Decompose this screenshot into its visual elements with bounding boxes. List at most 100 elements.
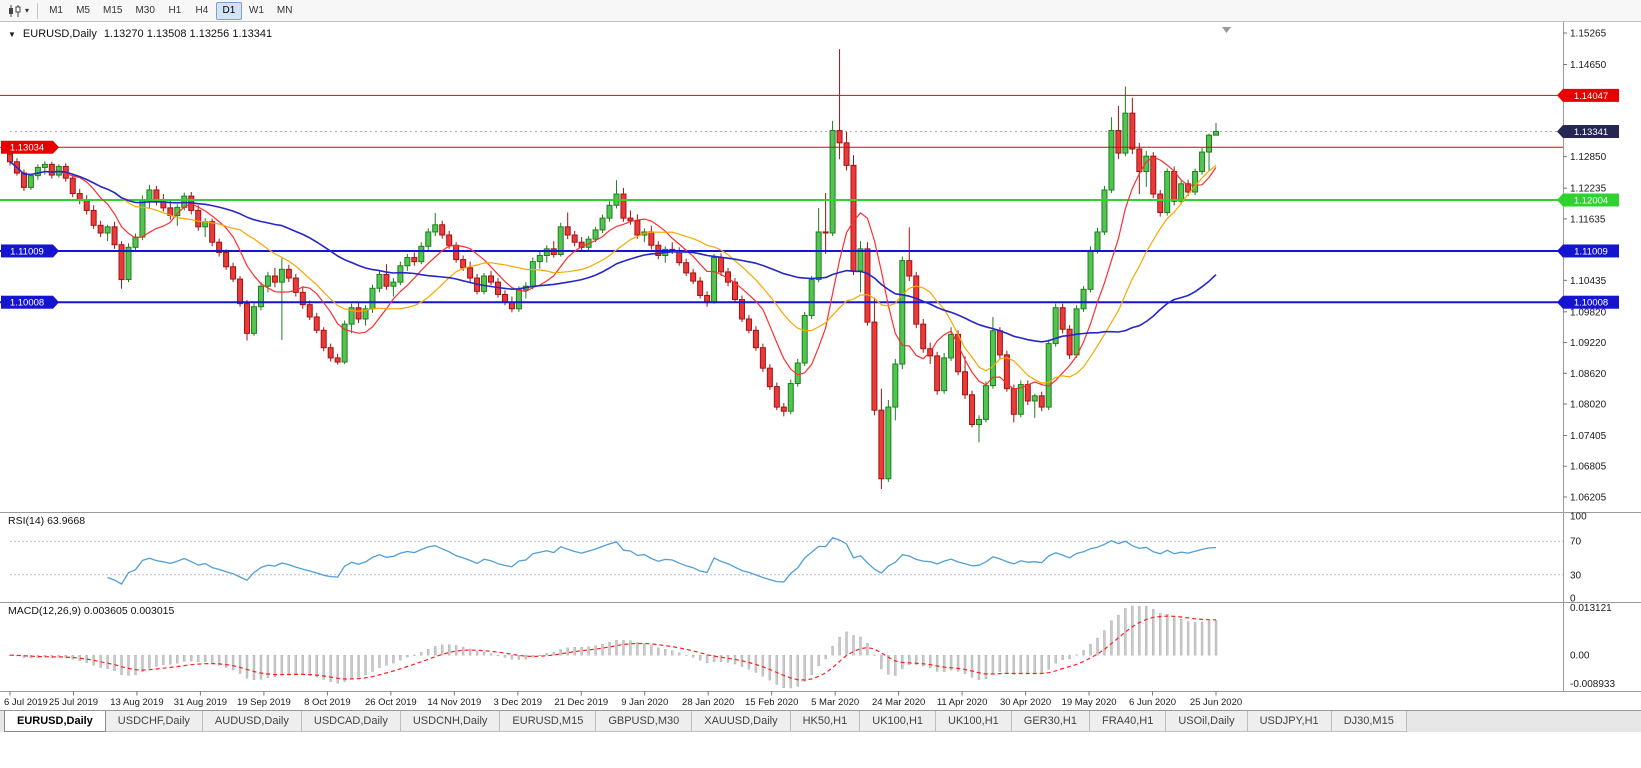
svg-text:8 Oct 2019: 8 Oct 2019 — [304, 697, 350, 708]
svg-text:24 Mar 2020: 24 Mar 2020 — [872, 697, 925, 708]
chart-tab-uk100-h1[interactable]: UK100,H1 — [936, 711, 1012, 732]
svg-text:30 Apr 2020: 30 Apr 2020 — [1000, 697, 1051, 708]
price-badge: 1.13034 — [1, 140, 59, 154]
date-axis: 6 Jul 2019 25 Jul 2019 13 Aug 2019 31 Aug 2… — [4, 691, 1242, 708]
svg-text:25 Jun 2020: 25 Jun 2020 — [1190, 697, 1242, 708]
price-badge: 1.13341 — [1557, 125, 1619, 139]
rsi-line — [107, 537, 1217, 585]
svg-text:1.08020: 1.08020 — [1570, 400, 1607, 411]
svg-text:14 Nov 2019: 14 Nov 2019 — [427, 697, 481, 708]
timeframe-button-m15[interactable]: M15 — [103, 5, 123, 16]
svg-text:0: 0 — [1570, 594, 1576, 605]
svg-text:26 Oct 2019: 26 Oct 2019 — [365, 697, 417, 708]
svg-text:1.10008: 1.10008 — [10, 298, 44, 309]
svg-text:19 May 2020: 19 May 2020 — [1062, 697, 1117, 708]
candlestick-series — [7, 49, 1219, 490]
svg-text:28 Jan 2020: 28 Jan 2020 — [682, 697, 734, 708]
price-badge: 1.10008 — [1557, 295, 1619, 309]
toolbar-separator — [37, 2, 39, 19]
svg-text:100: 100 — [1570, 512, 1587, 523]
chevron-down-icon: ▾ — [25, 5, 30, 15]
svg-text:1.09220: 1.09220 — [1570, 338, 1607, 349]
chart-tab-hk50-h1[interactable]: HK50,H1 — [790, 711, 861, 732]
svg-text:0.013121: 0.013121 — [1570, 603, 1612, 614]
rsi-level-lines: 100 70 30 0 — [10, 512, 1587, 605]
chart-tab-usoil-daily[interactable]: USOil,Daily — [1166, 711, 1248, 732]
chart-tab-dj30-m15[interactable]: DJ30,M15 — [1331, 711, 1407, 732]
timeframe-button-m30[interactable]: M30 — [135, 5, 155, 16]
svg-text:1.07405: 1.07405 — [1570, 431, 1607, 442]
price-badge: 1.12004 — [1557, 193, 1619, 207]
svg-text:13 Aug 2019: 13 Aug 2019 — [110, 697, 163, 708]
svg-text:5 Mar 2020: 5 Mar 2020 — [811, 697, 859, 708]
macd-histogram — [8, 605, 1218, 689]
timeframe-button-w1[interactable]: W1 — [248, 5, 264, 16]
chart-tab-eurusd-daily[interactable]: EURUSD,Daily — [4, 711, 106, 732]
svg-text:1.11635: 1.11635 — [1570, 214, 1606, 225]
svg-text:1.14650: 1.14650 — [1570, 60, 1607, 71]
price-badge: 1.14047 — [1557, 88, 1619, 102]
svg-text:31 Aug 2019: 31 Aug 2019 — [174, 697, 227, 708]
svg-text:70: 70 — [1570, 537, 1582, 548]
horizontal-level-lines — [0, 94, 1563, 304]
svg-text:6 Jul 2019: 6 Jul 2019 — [4, 697, 48, 708]
svg-text:1.10008: 1.10008 — [1574, 298, 1608, 309]
price-badge: 1.10008 — [1, 295, 59, 309]
chart-tab-audusd-daily[interactable]: AUDUSD,Daily — [202, 711, 302, 732]
candlestick-chart-icon — [9, 4, 21, 17]
svg-text:9 Jan 2020: 9 Jan 2020 — [621, 697, 668, 708]
chart-tab-usdcad-daily[interactable]: USDCAD,Daily — [301, 711, 401, 732]
svg-text:1.14047: 1.14047 — [1574, 91, 1608, 102]
bottom-chart-tabs: EURUSD,Daily USDCHF,Daily AUDUSD,Daily USDC… — [0, 710, 1641, 732]
chart-tab-usdcnh-daily[interactable]: USDCNH,Daily — [400, 711, 501, 732]
svg-text:3 Dec 2019: 3 Dec 2019 — [493, 697, 542, 708]
chart-tab-eurusd-m15[interactable]: EURUSD,M15 — [500, 711, 597, 732]
svg-text:0.00: 0.00 — [1570, 651, 1590, 662]
macd-signal-line — [9, 615, 1217, 681]
timeframe-button-m5[interactable]: M5 — [76, 5, 90, 16]
svg-text:1.06805: 1.06805 — [1570, 462, 1607, 473]
chart-tab-usdjpy-h1[interactable]: USDJPY,H1 — [1247, 711, 1332, 732]
svg-text:1.15265: 1.15265 — [1570, 29, 1607, 40]
timeframe-button-m1[interactable]: M1 — [49, 5, 63, 16]
svg-text:1.13341: 1.13341 — [1574, 127, 1608, 138]
svg-text:1.09820: 1.09820 — [1570, 307, 1607, 318]
timeframe-toolbar: ▾ M1 M5 M15 M30 H1 H4 D1 W1 MN — [0, 0, 1641, 22]
svg-text:30: 30 — [1570, 570, 1582, 581]
ma-line-40 — [9, 161, 1217, 343]
timeframe-button-h4[interactable]: H4 — [195, 5, 209, 16]
ma-line-17 — [9, 161, 1217, 384]
chart-tab-gbpusd-m30[interactable]: GBPUSD,M30 — [596, 711, 693, 732]
price-badge: 1.11009 — [1557, 244, 1619, 258]
timeframe-button-d1[interactable]: D1 — [215, 1, 242, 20]
timeframe-button-mn[interactable]: MN — [276, 5, 293, 16]
chart-tab-usdchf-daily[interactable]: USDCHF,Daily — [105, 711, 203, 732]
svg-text:-0.008933: -0.008933 — [1570, 679, 1615, 690]
chart-type-button[interactable]: ▾ — [4, 4, 32, 18]
chart-shift-marker — [1222, 27, 1231, 33]
svg-text:21 Dec 2019: 21 Dec 2019 — [554, 697, 608, 708]
svg-text:25 Jul 2019: 25 Jul 2019 — [49, 697, 98, 708]
price-axis: 1.15265 1.14650 1.12850 1.12235 1.11635 1.104… — [1563, 29, 1607, 503]
timeframe-button-h1[interactable]: H1 — [168, 5, 182, 16]
svg-text:1.11009: 1.11009 — [1574, 246, 1608, 257]
chart-tab-xauusd-daily[interactable]: XAUUSD,Daily — [692, 711, 791, 732]
svg-text:1.10435: 1.10435 — [1570, 276, 1607, 287]
timeframe-button-group: M1 M5 M15 M30 H1 H4 D1 W1 MN — [43, 1, 298, 20]
chart-tab-ger30-h1[interactable]: GER30,H1 — [1011, 711, 1090, 732]
pane-separators — [0, 22, 1641, 692]
svg-text:1.08620: 1.08620 — [1570, 369, 1607, 380]
svg-text:1.06205: 1.06205 — [1570, 492, 1607, 503]
chart-area: 1.15265 1.14650 1.12850 1.12235 1.11635 1.104… — [0, 22, 1641, 710]
svg-text:1.12235: 1.12235 — [1570, 184, 1607, 195]
svg-text:19 Sep 2019: 19 Sep 2019 — [237, 697, 291, 708]
chart-tab-fra40-h1[interactable]: FRA40,H1 — [1089, 711, 1167, 732]
chart-canvas[interactable]: 1.15265 1.14650 1.12850 1.12235 1.11635 1.104… — [0, 22, 1641, 710]
ma-line-8 — [9, 156, 1217, 390]
macd-axis: 0.013121 0.00 -0.008933 — [1570, 603, 1615, 690]
svg-text:1.11009: 1.11009 — [10, 246, 44, 257]
svg-text:11 Apr 2020: 11 Apr 2020 — [937, 697, 988, 708]
svg-text:6 Jun 2020: 6 Jun 2020 — [1129, 697, 1176, 708]
chart-tab-uk100-h1[interactable]: UK100,H1 — [860, 711, 937, 732]
